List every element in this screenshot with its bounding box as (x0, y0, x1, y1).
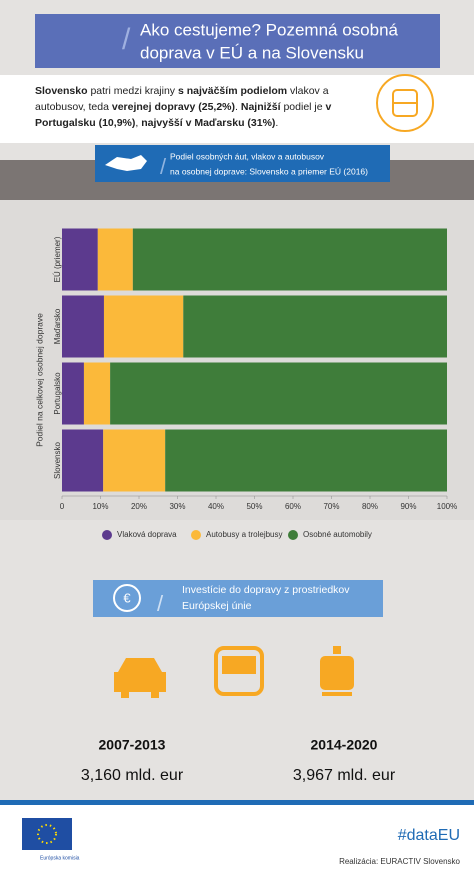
chart-title: na osobnej doprave: Slovensko a priemer … (170, 166, 368, 176)
bar-segment (165, 429, 447, 492)
period: 2014-2020 (311, 737, 378, 753)
x-tick-label: 70% (323, 502, 339, 511)
bar-segment (62, 228, 98, 291)
intro-run: najvyšší v Maďarsku (31%) (141, 117, 276, 129)
amount: 3,160 mld. eur (81, 767, 184, 784)
title: doprava v EÚ a na Slovensku (140, 43, 364, 62)
eu-flag (22, 818, 72, 850)
legend-swatch (102, 530, 112, 540)
investment-title: Investície do dopravy z prostriedkov (182, 584, 350, 596)
x-tick-label: 40% (208, 502, 224, 511)
intro-run: vlakov a autobusov, teda (35, 85, 329, 113)
x-tick-label: 60% (285, 502, 301, 511)
credit: Realizácia: EURACTIV Slovensko (339, 857, 460, 866)
x-tick-label: 90% (400, 502, 416, 511)
intro-run: v Portugalsku (10,9%) (35, 101, 332, 129)
slash: / (160, 154, 167, 179)
divider (0, 800, 474, 805)
x-tick-label: 0 (60, 502, 65, 511)
title: Ako cestujeme? Pozemná osobná (140, 20, 399, 39)
train-icon (376, 74, 434, 132)
x-tick-label: 100% (437, 502, 457, 511)
x-tick-label: 50% (246, 502, 262, 511)
slash: / (157, 591, 164, 616)
bar-segment (103, 295, 184, 358)
bus-icon (214, 646, 264, 696)
intro-run: Najnižší (240, 101, 281, 113)
legend-swatch (191, 530, 201, 540)
period: 2007-2013 (99, 737, 166, 753)
x-tick-label: 10% (92, 502, 108, 511)
intro-run: Slovensko (35, 85, 88, 97)
intro-run: . (275, 117, 279, 129)
category-label: Maďarsko (53, 308, 62, 344)
intro-run: , (135, 117, 142, 129)
intro-run: patri medzi krajiny (87, 85, 178, 97)
x-tick-label: 20% (131, 502, 147, 511)
bar-segment (183, 295, 447, 358)
x-tick-label: 80% (362, 502, 378, 511)
y-axis-title: Podiel na celkovej osobnej doprave (34, 313, 44, 447)
plot: EÚ (priemer) Maďarsko Portugalsko Slovensko… (53, 228, 457, 540)
map-icon (105, 155, 147, 171)
category-label: Slovensko (53, 442, 62, 479)
slash: / (122, 23, 131, 56)
org: Európska komisia (40, 855, 80, 861)
bar-segment (62, 362, 84, 425)
bar-segment (62, 429, 104, 492)
footer-bg (0, 805, 474, 879)
intro-run: podiel je (280, 101, 326, 113)
tram-icon (320, 646, 354, 696)
intro-run: . (235, 101, 241, 113)
chart-title: Podiel osobných áut, vlakov a autobusov (170, 151, 325, 161)
investment-title: Európskej únie (182, 600, 252, 612)
legend-label: Autobusy a trolejbusy (206, 530, 283, 539)
bar-segment (83, 362, 111, 425)
header-box (35, 14, 440, 68)
euro-icon (113, 584, 141, 612)
hashtag: #dataEU (398, 827, 460, 844)
intro-run: s najväčším podielom (177, 85, 288, 97)
bar-segment (132, 228, 447, 291)
bar-segment (103, 429, 166, 492)
x-tick-label: 30% (169, 502, 185, 511)
intro-text: Slovensko patri medzi krajiny s najväčší… (35, 83, 365, 131)
category-label: EÚ (priemer) (53, 236, 62, 282)
car-icon (114, 658, 166, 698)
bar-segment (97, 228, 133, 291)
legend-label: Vlaková doprava (117, 530, 177, 539)
intro-run: verejnej dopravy (25,2%) (111, 101, 236, 113)
category-label: Portugalsko (53, 372, 62, 415)
bar-segment (62, 295, 104, 358)
eu-stars (37, 824, 57, 844)
legend-label: Osobné automobily (303, 530, 372, 539)
intro-bg (0, 75, 474, 143)
euro-icon: € (123, 590, 131, 605)
bar-segment (110, 362, 447, 425)
amount: 3,967 mld. eur (293, 767, 396, 784)
legend-swatch (288, 530, 298, 540)
investment-box (93, 580, 383, 617)
